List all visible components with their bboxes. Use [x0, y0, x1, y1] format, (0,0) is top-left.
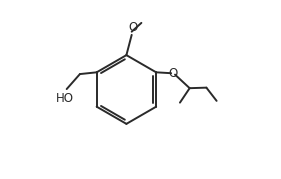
Text: O: O	[128, 21, 137, 34]
Text: O: O	[168, 67, 178, 80]
Text: HO: HO	[56, 92, 74, 105]
